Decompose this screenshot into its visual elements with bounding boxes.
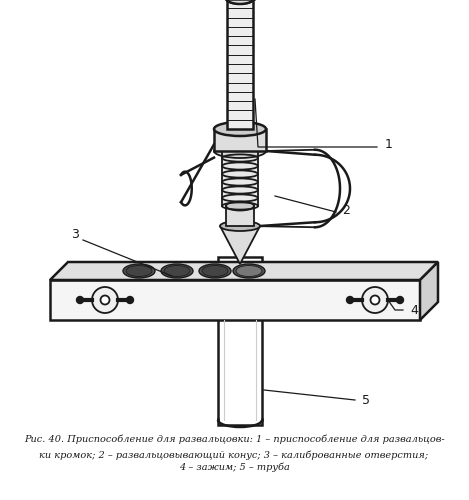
Circle shape [347,296,354,304]
Bar [227,0,253,129]
Ellipse shape [227,124,253,134]
Ellipse shape [227,0,253,4]
Polygon shape [50,262,438,280]
Ellipse shape [214,122,266,136]
Circle shape [396,296,403,304]
Circle shape [371,296,379,304]
Polygon shape [220,226,260,264]
Ellipse shape [220,221,260,231]
Ellipse shape [164,266,190,276]
Bar [50,280,420,320]
Text: 4: 4 [410,304,418,316]
Ellipse shape [123,264,155,278]
Ellipse shape [199,264,231,278]
Bar [222,151,258,206]
Ellipse shape [236,266,262,276]
Ellipse shape [214,144,266,158]
Circle shape [100,296,109,304]
Text: ки кромок; 2 – развальцовывающий конус; 3 – калиброванные отверстия;: ки кромок; 2 – развальцовывающий конус; … [39,450,429,460]
Circle shape [76,296,83,304]
Circle shape [362,287,388,313]
Text: 5: 5 [362,394,370,406]
Ellipse shape [226,0,254,4]
Text: 2: 2 [342,204,350,216]
Polygon shape [420,262,438,320]
Circle shape [127,296,134,304]
Ellipse shape [226,202,254,210]
Ellipse shape [202,266,228,276]
Bar [214,129,266,151]
Bar [226,206,254,226]
Text: 3: 3 [71,228,79,241]
Text: Рис. 40. Приспособление для развальцовки: 1 – приспособление для развальцов-: Рис. 40. Приспособление для развальцовки… [24,435,444,444]
Circle shape [92,287,118,313]
Ellipse shape [161,264,193,278]
Ellipse shape [233,264,265,278]
Text: 1: 1 [385,138,393,151]
Text: 4 – зажим; 5 – труба: 4 – зажим; 5 – труба [179,463,289,472]
Bar [218,257,262,425]
Ellipse shape [126,266,152,276]
